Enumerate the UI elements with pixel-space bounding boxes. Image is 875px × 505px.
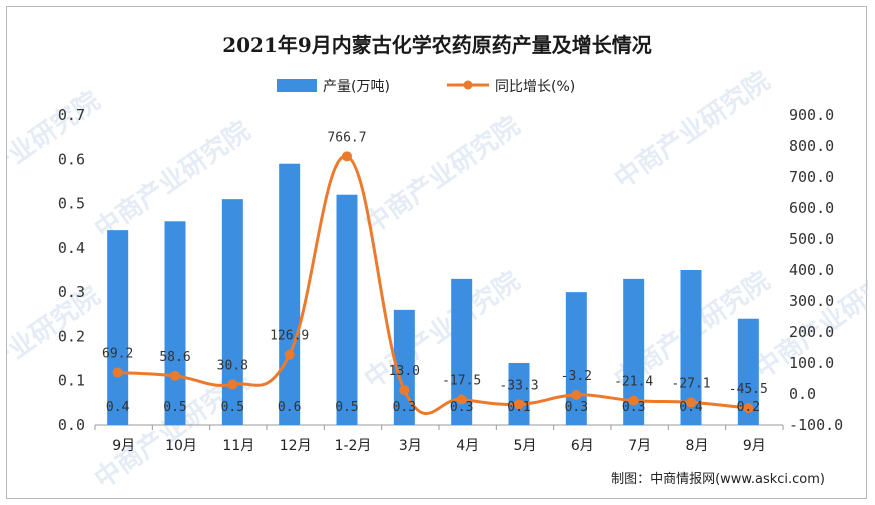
legend-label-growth: 同比增长(%) bbox=[495, 79, 575, 95]
x-tick-label: 6月 bbox=[571, 438, 594, 454]
y-right-tick-label: 200.0 bbox=[789, 323, 834, 341]
bar bbox=[221, 199, 243, 425]
bar-value-label: 0.6 bbox=[278, 400, 301, 415]
watermark-text: 中商产业研究院 bbox=[7, 280, 106, 410]
line-point bbox=[571, 389, 582, 400]
watermark-layer: 中商产业研究院 中商产业研究院 中商产业研究院中商产业研究院中商产业研究院中商产业研… bbox=[7, 65, 868, 495]
x-tick-label: 1-2月 bbox=[335, 438, 372, 454]
legend-swatch-bar bbox=[277, 79, 317, 92]
axes: 0.0 0.1 0.2 0.3 0.4 0.5 0.6 0.7 -100.0 0.0 100.0 20… bbox=[58, 106, 843, 454]
bar-value-label: 0.5 bbox=[335, 400, 358, 415]
y-left-tick-label: 0.7 bbox=[58, 106, 85, 124]
line-point bbox=[514, 399, 524, 410]
chart-frame: 中商产业研究院 中商产业研究院 中商产业研究院 中商产业研究院 中商产业研究院 中商产业研… bbox=[6, 6, 868, 499]
x-tick-label: 12月 bbox=[280, 438, 312, 454]
line-value-label: 30.8 bbox=[217, 358, 248, 373]
bar-value-label: 0.3 bbox=[622, 400, 645, 415]
y-right-tick-label: 0.0 bbox=[789, 385, 816, 403]
chart: 中商产业研究院 中商产业研究院 中商产业研究院中商产业研究院中商产业研究院中商产业研… bbox=[7, 33, 868, 495]
bar-value-label: 0.5 bbox=[221, 400, 244, 415]
bar bbox=[680, 270, 702, 425]
line-point bbox=[170, 370, 180, 381]
bar-value-label: 0.1 bbox=[507, 400, 530, 415]
line-value-label: -3.2 bbox=[561, 369, 592, 384]
x-tick-label: 8月 bbox=[686, 438, 709, 454]
line-point bbox=[227, 379, 238, 390]
x-tick-label: 10月 bbox=[165, 438, 197, 454]
legend-label-production: 产量(万吨) bbox=[323, 79, 390, 95]
x-tick-label: 5月 bbox=[514, 438, 537, 454]
line-value-label: -21.4 bbox=[614, 375, 653, 390]
bar bbox=[279, 163, 301, 425]
x-tick-label: 9月 bbox=[112, 438, 135, 454]
line-value-label: 126.9 bbox=[270, 329, 309, 344]
line-series bbox=[112, 151, 754, 416]
bar bbox=[164, 221, 186, 425]
bar bbox=[336, 194, 358, 425]
line-value-label: -45.5 bbox=[729, 382, 768, 397]
x-tick-label: 11月 bbox=[222, 438, 254, 454]
line-point bbox=[628, 395, 639, 406]
y-right-tick-label: 300.0 bbox=[789, 292, 834, 310]
y-right-tick-label: -100.0 bbox=[789, 416, 843, 434]
y-left-tick-label: 0.1 bbox=[58, 372, 85, 390]
y-right-tick-label: 800.0 bbox=[789, 137, 834, 155]
y-left-tick-label: 0.6 bbox=[58, 150, 85, 168]
bar bbox=[393, 309, 415, 425]
bar bbox=[565, 292, 587, 425]
line-value-label: -33.3 bbox=[499, 378, 538, 393]
line-point bbox=[743, 403, 754, 414]
line-value-label: 766.7 bbox=[327, 130, 366, 145]
data-labels: 0.4 0.5 0.5 0.6 0.5 0.3 0.3 0.1 0.3 0.3 0.4 0.2 69.2… bbox=[102, 130, 768, 415]
bar-value-label: 0.4 bbox=[679, 400, 703, 415]
watermark-text: 中商产业研究院 bbox=[609, 65, 776, 195]
bar bbox=[623, 278, 645, 425]
source-credit: 制图：中商情报网(www.askci.com) bbox=[611, 472, 825, 487]
y-right-tick-label: 400.0 bbox=[789, 261, 834, 279]
y-right-tick-label: 900.0 bbox=[789, 106, 834, 124]
line-value-label: -17.5 bbox=[442, 373, 481, 388]
y-left-tick-label: 0.0 bbox=[58, 416, 85, 434]
line-value-label: 69.2 bbox=[102, 347, 133, 362]
growth-line bbox=[117, 154, 749, 416]
y-right-tick-label: 100.0 bbox=[789, 354, 834, 372]
bar bbox=[508, 363, 530, 425]
bar-value-label: 0.3 bbox=[450, 400, 473, 415]
y-left-tick-label: 0.4 bbox=[58, 239, 85, 257]
legend: 产量(万吨) 同比增长(%) bbox=[277, 79, 575, 95]
line-point bbox=[456, 394, 467, 405]
line-value-label: 58.6 bbox=[159, 350, 190, 365]
x-tick-label: 7月 bbox=[628, 438, 651, 454]
chart-title: 2021年9月内蒙古化学农药原药产量及增长情况 bbox=[222, 33, 652, 57]
x-tick-label: 9月 bbox=[743, 438, 766, 454]
x-tick-label: 4月 bbox=[456, 438, 479, 454]
bar bbox=[107, 230, 129, 425]
line-value-label: -27.1 bbox=[671, 376, 710, 391]
bar bbox=[737, 318, 759, 425]
watermark-text: 中商产业研究院 bbox=[7, 85, 106, 215]
legend-swatch-marker bbox=[463, 80, 473, 90]
line-point bbox=[686, 397, 696, 408]
y-right-tick-label: 700.0 bbox=[789, 168, 834, 186]
watermark-text: 中商产业研究院 bbox=[359, 110, 526, 240]
line-point bbox=[399, 384, 410, 395]
line-point bbox=[284, 349, 295, 360]
bar-value-label: 0.3 bbox=[565, 400, 588, 415]
y-left-tick-label: 0.5 bbox=[58, 195, 85, 213]
bar bbox=[451, 278, 473, 425]
y-left-tick-label: 0.3 bbox=[58, 283, 85, 301]
bar-value-label: 0.4 bbox=[106, 400, 130, 415]
line-value-label: 13.0 bbox=[389, 364, 420, 379]
bar-series bbox=[107, 163, 759, 425]
bar-value-label: 0.5 bbox=[163, 400, 186, 415]
y-right-tick-label: 600.0 bbox=[789, 199, 834, 217]
line-point bbox=[112, 367, 123, 378]
y-right-tick-label: 500.0 bbox=[789, 230, 834, 248]
bar-value-label: 0.2 bbox=[737, 400, 760, 415]
line-point bbox=[342, 151, 352, 162]
x-tick-label: 3月 bbox=[399, 438, 422, 454]
y-left-tick-label: 0.2 bbox=[58, 327, 85, 345]
bar-value-label: 0.3 bbox=[393, 400, 416, 415]
